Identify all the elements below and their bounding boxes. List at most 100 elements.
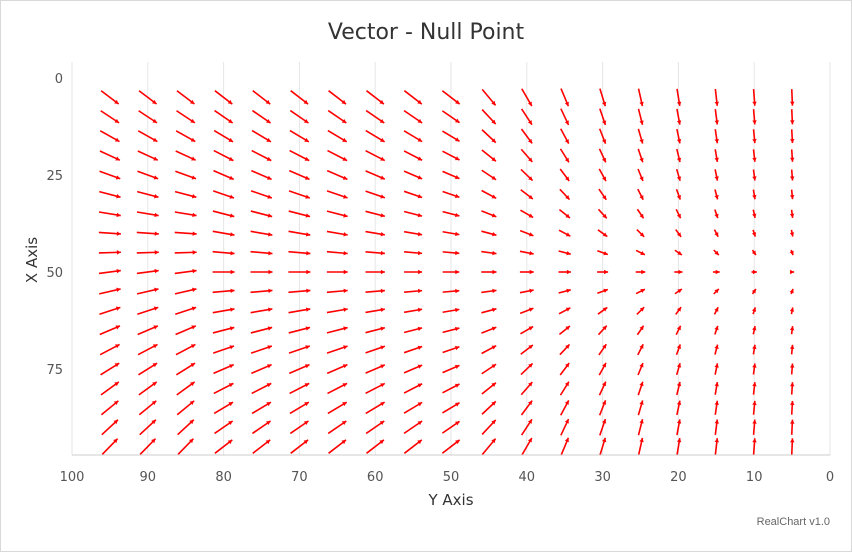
- vector-arrow: [403, 190, 423, 199]
- vector-arrow: [713, 306, 719, 315]
- vector-arrow: [138, 362, 158, 376]
- vector-arrow: [635, 288, 646, 295]
- vector-arrow: [597, 249, 609, 256]
- x-tick-label: 100: [60, 470, 85, 485]
- vector-arrow: [559, 168, 570, 182]
- vector-arrow: [675, 325, 682, 336]
- vector-arrow: [789, 229, 795, 237]
- vector-arrow: [558, 269, 571, 275]
- vector-arrow: [100, 90, 120, 105]
- vector-arrow: [560, 108, 570, 126]
- vector-arrow: [213, 382, 234, 395]
- vector-arrow: [559, 128, 570, 145]
- vector-arrow: [365, 129, 386, 143]
- vector-arrow: [250, 190, 273, 199]
- vector-arrow: [174, 190, 197, 199]
- vector-arrow: [290, 439, 309, 454]
- vector-arrow: [559, 188, 571, 201]
- vector-arrow: [403, 90, 423, 105]
- vector-arrow: [481, 438, 497, 456]
- vector-arrow: [365, 307, 386, 314]
- vector-arrow: [365, 364, 386, 374]
- vector-arrow: [637, 400, 644, 416]
- vector-arrow: [288, 169, 310, 181]
- vector-arrow: [714, 381, 719, 395]
- vector-arrow: [365, 190, 386, 199]
- vector-arrow: [598, 128, 607, 144]
- vector-arrow: [175, 130, 196, 143]
- vector-arrow: [177, 438, 194, 456]
- vector-arrow: [442, 170, 460, 180]
- vector-arrow: [327, 382, 348, 395]
- vector-arrow: [441, 110, 461, 124]
- vector-arrow: [214, 109, 234, 124]
- vector-arrow: [176, 381, 196, 396]
- vector-arrow: [174, 231, 197, 236]
- vector-arrow: [637, 108, 644, 126]
- vector-arrow: [714, 209, 719, 219]
- vector-arrow: [752, 129, 757, 144]
- x-tick-label: 40: [519, 470, 536, 485]
- vector-arrow: [326, 363, 348, 375]
- vector-field: [98, 88, 795, 456]
- vector-arrow: [789, 307, 795, 315]
- vector-arrow: [251, 401, 272, 415]
- vector-arrow: [137, 306, 159, 316]
- vector-arrow: [404, 250, 423, 256]
- vector-arrow: [752, 438, 757, 455]
- vector-arrow: [365, 288, 385, 294]
- y-tick-label: 0: [55, 72, 63, 87]
- vector-arrow: [481, 345, 497, 355]
- vector-arrow: [751, 229, 757, 237]
- vector-arrow: [790, 129, 795, 144]
- vector-arrow: [174, 287, 197, 295]
- vector-arrow: [714, 149, 719, 163]
- vector-arrow: [442, 307, 460, 314]
- vector-arrow: [136, 190, 159, 199]
- vector-arrow: [520, 400, 533, 416]
- vector-arrow: [714, 419, 719, 436]
- vector-arrow: [136, 231, 159, 236]
- vector-arrow: [637, 88, 644, 107]
- y-axis-title: X Axis: [23, 237, 41, 283]
- vector-arrow: [212, 210, 235, 218]
- vector-arrow: [288, 326, 311, 334]
- vector-arrow: [98, 231, 121, 236]
- vector-arrow: [403, 170, 423, 180]
- vector-arrow: [250, 345, 273, 354]
- vector-arrow: [520, 381, 533, 396]
- vector-arrow: [519, 288, 534, 294]
- vector-arrow: [714, 363, 719, 375]
- vector-arrow: [442, 150, 460, 161]
- vector-arrow: [598, 168, 607, 182]
- vector-arrow: [598, 381, 607, 396]
- vector-arrow: [100, 381, 120, 396]
- vector-arrow: [365, 326, 386, 334]
- vector-arrow: [481, 288, 497, 294]
- vector-arrow: [442, 230, 460, 237]
- vector-arrow: [790, 169, 795, 181]
- vector-arrow: [174, 250, 197, 255]
- vector-arrow: [213, 169, 235, 181]
- vector-arrow: [326, 190, 348, 199]
- vector-arrow: [326, 269, 348, 275]
- vector-arrow: [137, 130, 158, 143]
- vector-arrow: [481, 326, 497, 334]
- vector-arrow: [327, 149, 348, 162]
- vector-arrow: [327, 109, 347, 124]
- vector-arrow: [559, 343, 571, 356]
- vector-arrow: [599, 88, 607, 107]
- vector-arrow: [137, 150, 159, 161]
- vector-arrow: [288, 230, 311, 237]
- vector-arrow: [101, 438, 119, 456]
- vector-arrow: [327, 420, 347, 435]
- vector-arrow: [520, 344, 534, 355]
- vector-arrow: [676, 128, 682, 144]
- vector-arrow: [327, 129, 348, 143]
- vector-arrow: [751, 269, 757, 275]
- vector-arrow: [365, 149, 386, 162]
- x-tick-label: 0: [826, 470, 834, 485]
- vector-arrow: [713, 229, 719, 238]
- vector-arrow: [252, 90, 271, 105]
- vector-arrow: [559, 381, 570, 396]
